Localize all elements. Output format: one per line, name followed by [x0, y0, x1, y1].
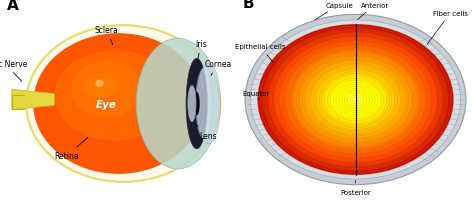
- Ellipse shape: [344, 91, 367, 109]
- Ellipse shape: [186, 59, 208, 149]
- Ellipse shape: [328, 79, 383, 121]
- Text: Lens: Lens: [194, 124, 218, 140]
- Ellipse shape: [294, 53, 417, 147]
- Ellipse shape: [84, 74, 119, 98]
- Ellipse shape: [277, 40, 434, 160]
- Ellipse shape: [308, 64, 403, 136]
- Ellipse shape: [269, 34, 442, 166]
- Text: Retina: Retina: [54, 138, 88, 160]
- Ellipse shape: [280, 42, 431, 158]
- Ellipse shape: [336, 85, 375, 115]
- Ellipse shape: [196, 69, 212, 139]
- Ellipse shape: [300, 57, 411, 143]
- Text: Anterior: Anterior: [357, 3, 389, 20]
- Ellipse shape: [266, 31, 445, 169]
- Ellipse shape: [245, 15, 466, 185]
- Ellipse shape: [325, 76, 386, 124]
- Ellipse shape: [302, 59, 409, 141]
- Ellipse shape: [250, 21, 461, 179]
- Circle shape: [210, 13, 227, 27]
- Ellipse shape: [297, 55, 414, 145]
- Ellipse shape: [347, 94, 364, 106]
- Ellipse shape: [319, 72, 392, 128]
- Text: Fiber cells: Fiber cells: [427, 11, 468, 45]
- Text: Sclera: Sclera: [95, 26, 118, 45]
- Ellipse shape: [310, 66, 401, 134]
- Text: B: B: [242, 0, 254, 11]
- Text: Cornea: Cornea: [204, 60, 232, 76]
- Ellipse shape: [33, 34, 204, 174]
- Ellipse shape: [26, 26, 220, 182]
- Ellipse shape: [137, 39, 219, 169]
- Ellipse shape: [188, 86, 196, 122]
- Circle shape: [96, 81, 103, 87]
- Ellipse shape: [339, 87, 372, 113]
- Polygon shape: [12, 90, 55, 110]
- Text: Epithelial cells: Epithelial cells: [236, 44, 286, 63]
- Ellipse shape: [316, 70, 395, 130]
- Text: Capsule: Capsule: [315, 3, 353, 21]
- Circle shape: [204, 8, 232, 32]
- Text: Equator: Equator: [243, 90, 270, 100]
- Text: Posterior: Posterior: [340, 181, 371, 195]
- Ellipse shape: [313, 68, 398, 132]
- Ellipse shape: [274, 38, 437, 162]
- Ellipse shape: [288, 49, 423, 151]
- Ellipse shape: [194, 92, 200, 116]
- Ellipse shape: [350, 96, 361, 104]
- Ellipse shape: [283, 44, 428, 156]
- Ellipse shape: [291, 51, 420, 149]
- Ellipse shape: [55, 51, 173, 141]
- Ellipse shape: [260, 27, 451, 173]
- Ellipse shape: [305, 61, 406, 139]
- Ellipse shape: [272, 36, 439, 164]
- Ellipse shape: [333, 83, 378, 117]
- Text: Iris: Iris: [196, 40, 207, 61]
- Ellipse shape: [330, 81, 381, 119]
- Ellipse shape: [322, 74, 389, 126]
- Text: Eye: Eye: [96, 99, 117, 109]
- Text: Optic Nerve: Optic Nerve: [0, 60, 27, 82]
- Ellipse shape: [71, 62, 142, 118]
- Ellipse shape: [341, 89, 370, 111]
- Text: A: A: [7, 0, 19, 13]
- Ellipse shape: [285, 46, 426, 154]
- Ellipse shape: [257, 25, 454, 175]
- Ellipse shape: [353, 98, 358, 102]
- Ellipse shape: [197, 64, 220, 144]
- Ellipse shape: [263, 29, 448, 171]
